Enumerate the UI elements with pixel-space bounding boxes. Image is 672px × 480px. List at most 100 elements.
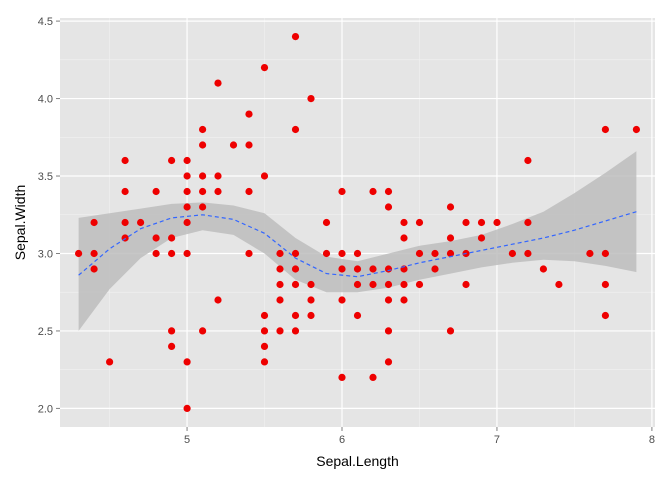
x-axis-ticks: 5 6 7 8: [184, 427, 655, 446]
data-point: [338, 373, 346, 381]
data-point: [291, 265, 300, 273]
data-point: [291, 125, 300, 134]
data-point: [260, 327, 269, 335]
data-point: [152, 234, 160, 242]
data-point: [260, 358, 269, 366]
data-point: [168, 249, 176, 258]
data-point: [338, 265, 346, 273]
data-point: [353, 280, 362, 289]
data-point: [276, 249, 284, 258]
data-point: [307, 280, 315, 289]
y-axis-title: Sepal.Width: [12, 185, 28, 260]
data-point: [462, 218, 470, 227]
data-point: [369, 265, 377, 273]
data-point: [384, 358, 393, 366]
data-point: [183, 156, 191, 165]
data-point: [400, 296, 408, 304]
data-point: [106, 358, 114, 366]
data-point: [199, 172, 207, 180]
data-point: [322, 249, 331, 258]
data-point: [276, 327, 284, 335]
y-tick-label: 3.5: [38, 171, 53, 183]
data-point: [291, 311, 300, 320]
data-point: [307, 296, 315, 304]
data-point: [446, 249, 455, 258]
data-point: [276, 280, 284, 289]
data-point: [214, 187, 222, 196]
data-point: [477, 218, 486, 227]
data-point: [276, 265, 284, 273]
data-point: [400, 280, 408, 289]
data-point: [446, 203, 455, 211]
data-point: [431, 249, 439, 258]
data-point: [477, 234, 486, 242]
points-layer: [75, 33, 641, 412]
data-point: [384, 187, 393, 196]
data-point: [586, 249, 594, 258]
x-tick-label: 6: [339, 434, 345, 446]
data-point: [555, 280, 563, 289]
data-point: [75, 249, 83, 258]
data-point: [168, 234, 176, 242]
data-point: [260, 64, 269, 72]
data-point: [121, 218, 129, 227]
data-point: [152, 249, 160, 258]
data-point: [260, 172, 269, 180]
data-point: [369, 187, 377, 196]
x-tick-label: 5: [184, 434, 190, 446]
data-point: [229, 141, 238, 149]
data-point: [90, 218, 98, 227]
y-tick-label: 2.5: [38, 326, 53, 338]
data-point: [601, 311, 610, 320]
data-point: [183, 249, 191, 258]
data-point: [152, 187, 160, 196]
data-point: [137, 218, 145, 227]
data-point: [183, 358, 191, 366]
data-point: [415, 218, 424, 227]
data-point: [508, 249, 516, 258]
data-point: [245, 110, 253, 118]
data-point: [338, 249, 346, 258]
y-tick-label: 3.0: [38, 248, 53, 260]
data-point: [338, 296, 346, 304]
data-point: [601, 249, 610, 258]
data-point: [384, 265, 393, 273]
y-tick-label: 4.5: [38, 16, 53, 28]
data-point: [369, 373, 377, 381]
data-point: [400, 218, 408, 227]
data-point: [524, 249, 532, 258]
data-point: [260, 311, 269, 320]
data-point: [539, 265, 548, 273]
data-point: [214, 296, 222, 304]
data-point: [632, 125, 641, 134]
data-point: [322, 218, 331, 227]
data-point: [168, 342, 176, 350]
data-point: [601, 125, 610, 134]
data-point: [183, 172, 191, 180]
confidence-band: [78, 151, 637, 331]
data-point: [524, 218, 532, 227]
data-point: [168, 327, 176, 335]
data-point: [353, 249, 362, 258]
data-point: [245, 187, 253, 196]
data-point: [121, 156, 129, 165]
data-point: [183, 203, 191, 211]
data-point: [431, 265, 439, 273]
data-point: [493, 218, 501, 227]
data-point: [199, 141, 207, 149]
data-point: [524, 156, 532, 165]
y-tick-label: 2.0: [38, 403, 53, 415]
data-point: [446, 234, 455, 242]
y-axis-ticks: 2.0 2.5 3.0 3.5 4.0 4.5: [38, 16, 60, 415]
y-tick-label: 4.0: [38, 94, 53, 106]
data-point: [384, 296, 393, 304]
data-point: [291, 249, 300, 258]
data-point: [121, 187, 129, 196]
data-point: [384, 280, 393, 289]
data-point: [183, 404, 191, 412]
data-point: [291, 327, 300, 335]
x-tick-label: 8: [649, 434, 655, 446]
data-point: [183, 218, 191, 227]
data-point: [307, 95, 315, 103]
